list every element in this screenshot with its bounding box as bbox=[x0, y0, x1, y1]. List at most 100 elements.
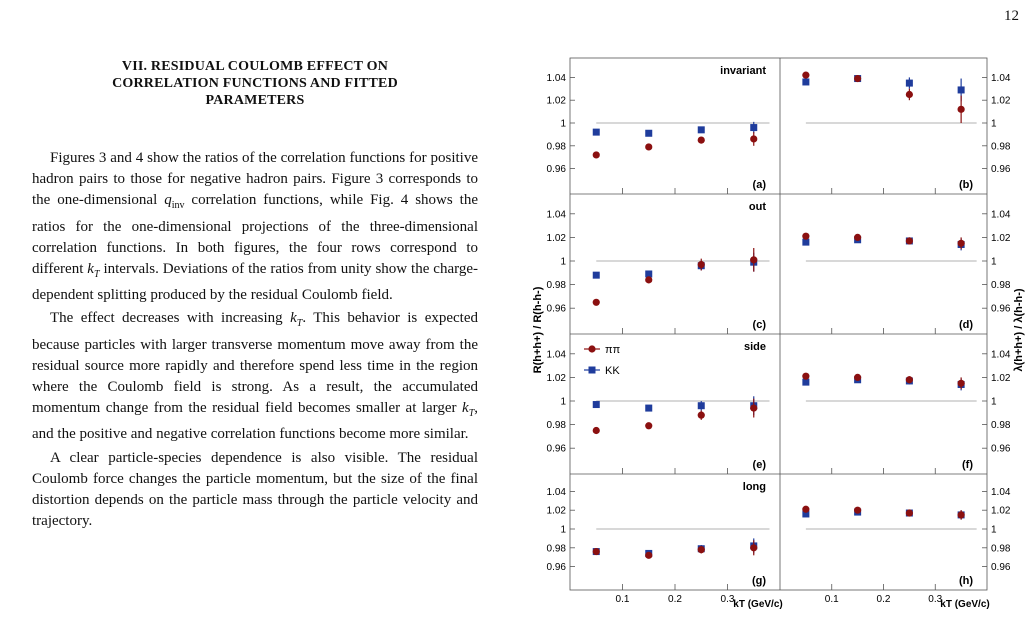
y-tick-label: 0.96 bbox=[547, 562, 567, 573]
paragraph: Figures 3 and 4 show the ratios of the c… bbox=[32, 150, 478, 304]
pipi-point bbox=[645, 276, 653, 284]
pipi-point bbox=[905, 509, 913, 517]
legend-pipi-label: ππ bbox=[605, 344, 621, 356]
kk-point bbox=[750, 542, 758, 550]
paragraph: A clear particle-species dependence is a… bbox=[32, 449, 478, 530]
pipi-point bbox=[957, 239, 965, 247]
pipi-point bbox=[802, 71, 810, 79]
y-tick-label: 1.02 bbox=[991, 506, 1011, 517]
kk-point bbox=[802, 238, 810, 246]
panel-label: (f) bbox=[962, 459, 973, 471]
pipi-point bbox=[957, 379, 965, 387]
kk-point bbox=[750, 258, 758, 266]
pipi-point bbox=[854, 373, 862, 381]
section-title-line: CORRELATION FUNCTIONS AND FITTED bbox=[112, 76, 398, 91]
kk-point bbox=[750, 124, 758, 132]
panel-label: (h) bbox=[959, 575, 973, 587]
y-tick-label: 0.98 bbox=[991, 543, 1011, 554]
y-tick-label: 0.98 bbox=[547, 543, 567, 554]
row-title: side bbox=[744, 341, 766, 353]
kk-point bbox=[592, 128, 600, 136]
kk-point bbox=[802, 378, 810, 386]
panel-label: (c) bbox=[753, 319, 767, 331]
kk-point bbox=[957, 240, 965, 248]
panel-label: (d) bbox=[959, 319, 973, 331]
y-axis-label-left: R(h+h+) / R(h-h-) bbox=[532, 286, 544, 373]
pipi-point bbox=[697, 546, 705, 554]
y-tick-label: 1 bbox=[560, 525, 566, 536]
y-tick-label: 1.04 bbox=[991, 349, 1011, 360]
kk-point bbox=[854, 376, 862, 384]
y-tick-label: 1.02 bbox=[991, 96, 1011, 107]
pipi-point bbox=[802, 232, 810, 240]
kk-point bbox=[905, 377, 913, 385]
y-tick-label: 1 bbox=[560, 397, 566, 408]
x-axis-label: kT (GeV/c) bbox=[940, 599, 989, 610]
figure-frame bbox=[569, 57, 988, 591]
body-text: Figures 3 and 4 show the ratios of the c… bbox=[32, 148, 478, 534]
y-tick-label: 1.02 bbox=[991, 373, 1011, 384]
y-tick-label: 0.98 bbox=[547, 141, 567, 152]
pipi-point bbox=[957, 511, 965, 519]
section-title-line: VII. RESIDUAL COULOMB EFFECT ON bbox=[121, 59, 389, 74]
pipi-point bbox=[697, 136, 705, 144]
kk-point bbox=[905, 237, 913, 245]
legend-pipi-marker bbox=[588, 345, 596, 353]
y-tick-label: 1.04 bbox=[991, 73, 1011, 84]
kk-point bbox=[854, 236, 862, 244]
pipi-point bbox=[750, 135, 758, 143]
panel-label: (e) bbox=[753, 459, 767, 471]
pipi-point bbox=[854, 233, 862, 241]
y-tick-label: 0.98 bbox=[991, 420, 1011, 431]
row-title: out bbox=[749, 201, 766, 213]
y-axis-label-right: λ(h+h+) / λ(h-h-) bbox=[1013, 288, 1025, 371]
y-tick-label: 0.98 bbox=[991, 141, 1011, 152]
y-tick-label: 1 bbox=[991, 397, 997, 408]
kk-point bbox=[905, 509, 913, 517]
pipi-point bbox=[802, 372, 810, 380]
kk-point bbox=[592, 271, 600, 279]
pipi-point bbox=[802, 505, 810, 513]
pipi-point bbox=[957, 105, 965, 113]
x-tick-label: 0.2 bbox=[668, 594, 682, 605]
y-tick-label: 1 bbox=[991, 119, 997, 130]
y-tick-label: 0.96 bbox=[547, 444, 567, 455]
pipi-point bbox=[905, 237, 913, 245]
kk-point bbox=[957, 511, 965, 519]
section-title: VII. RESIDUAL COULOMB EFFECT ON CORRELAT… bbox=[32, 58, 478, 109]
pipi-point bbox=[750, 404, 758, 412]
paragraph: The effect decreases with increasing kT.… bbox=[32, 310, 478, 443]
kk-point bbox=[957, 380, 965, 388]
y-tick-label: 1 bbox=[560, 119, 566, 130]
kk-point bbox=[697, 402, 705, 410]
kk-point bbox=[697, 126, 705, 134]
panel-label: (b) bbox=[959, 179, 973, 191]
x-tick-label: 0.2 bbox=[877, 594, 891, 605]
kk-point bbox=[957, 86, 965, 94]
y-tick-label: 1.02 bbox=[547, 96, 567, 107]
y-tick-label: 1.04 bbox=[547, 349, 567, 360]
y-tick-label: 0.96 bbox=[991, 304, 1011, 315]
kk-point bbox=[645, 549, 653, 557]
y-tick-label: 1 bbox=[560, 257, 566, 268]
y-tick-label: 1.04 bbox=[991, 487, 1011, 498]
y-tick-label: 0.98 bbox=[547, 280, 567, 291]
panel-label: (a) bbox=[753, 179, 767, 191]
kk-point bbox=[592, 401, 600, 409]
kk-point bbox=[750, 402, 758, 410]
pipi-point bbox=[592, 298, 600, 306]
y-tick-label: 0.96 bbox=[547, 304, 567, 315]
y-tick-label: 0.96 bbox=[991, 164, 1011, 175]
kk-point bbox=[592, 548, 600, 556]
x-tick-label: 0.1 bbox=[616, 594, 630, 605]
x-tick-label: 0.1 bbox=[825, 594, 839, 605]
pipi-point bbox=[750, 256, 758, 264]
x-tick-label: 0.3 bbox=[928, 594, 942, 605]
y-tick-label: 0.96 bbox=[991, 562, 1011, 573]
kk-point bbox=[854, 508, 862, 516]
y-tick-label: 1.04 bbox=[547, 209, 567, 220]
y-tick-label: 1.02 bbox=[991, 233, 1011, 244]
page-number: 12 bbox=[1004, 8, 1019, 24]
pipi-point bbox=[750, 544, 758, 552]
y-tick-label: 1.02 bbox=[547, 233, 567, 244]
